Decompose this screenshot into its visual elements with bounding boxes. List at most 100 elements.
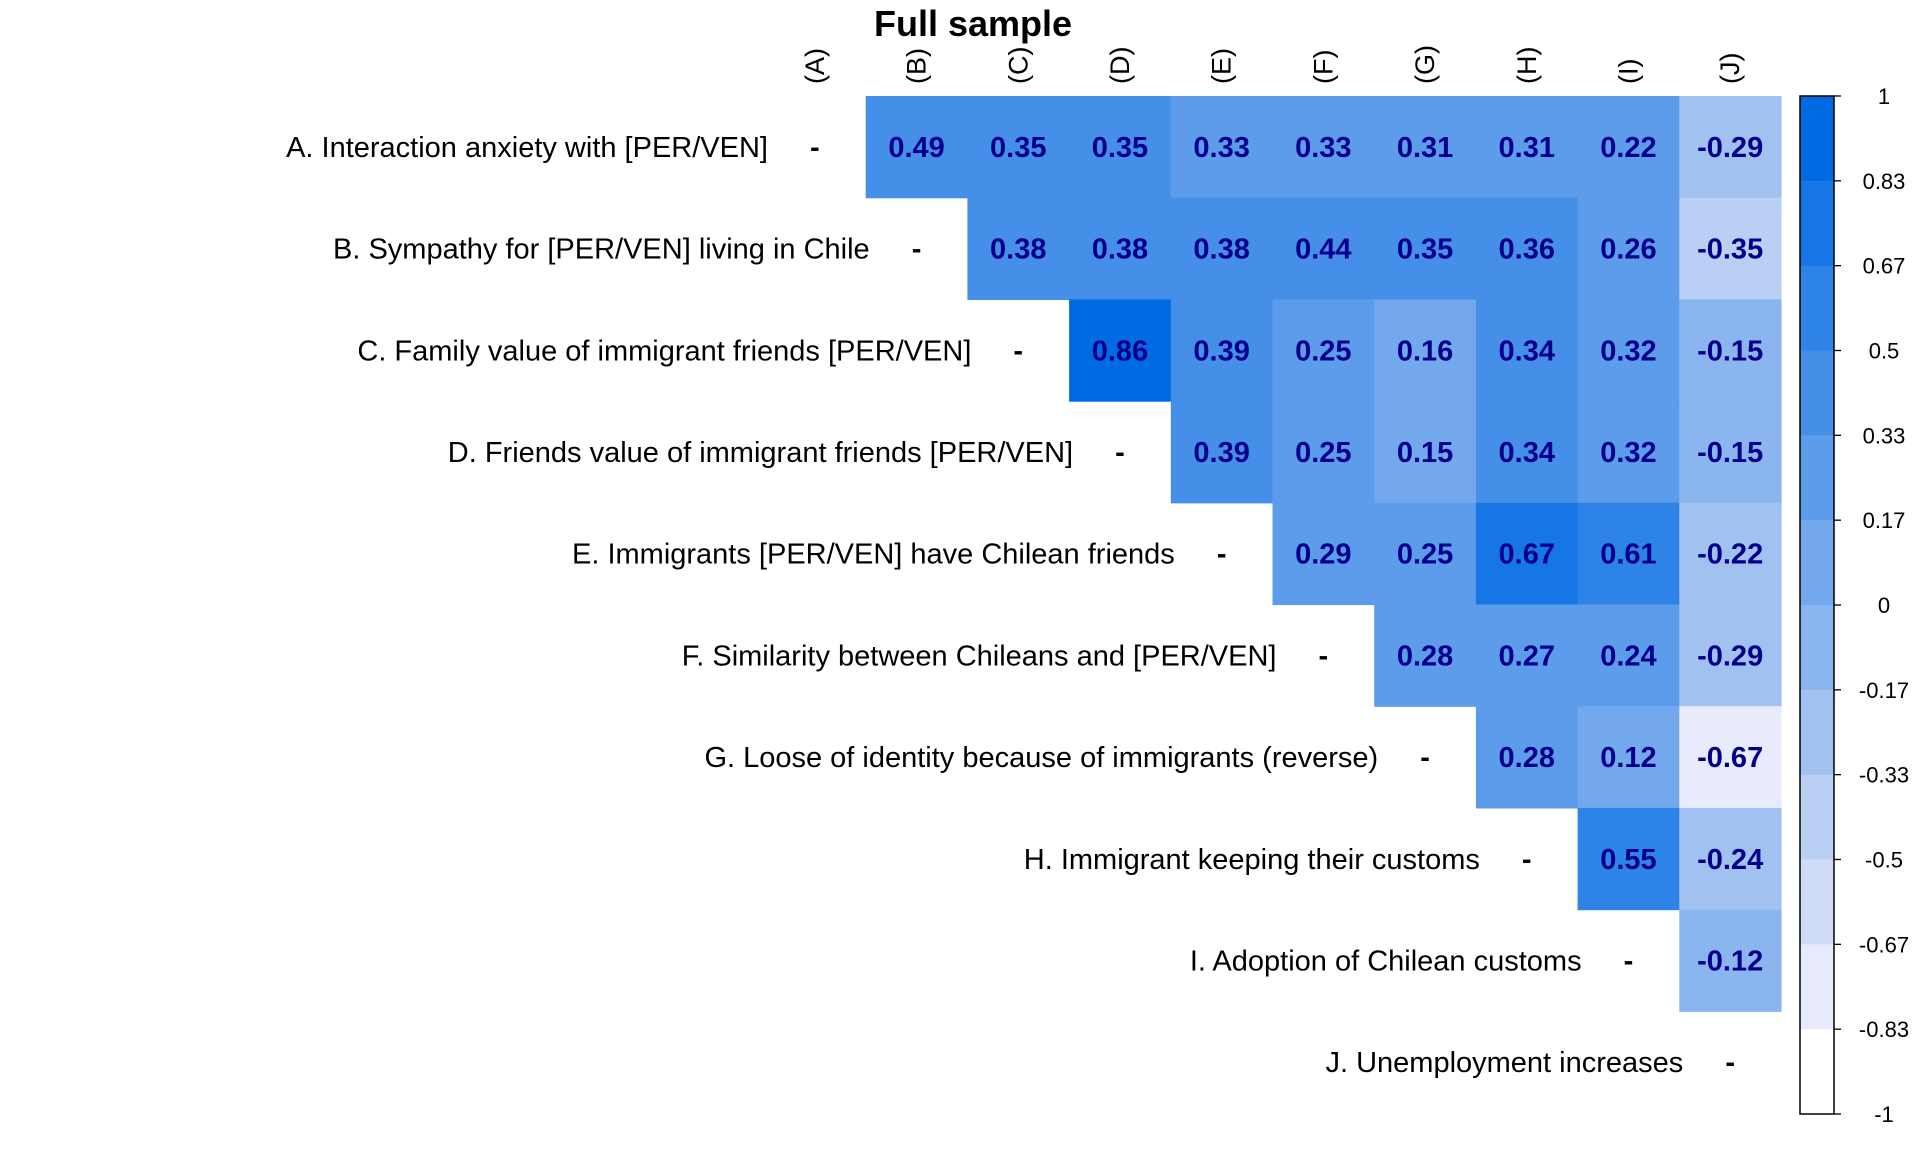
cell-value-label: -0.15 (1697, 335, 1763, 367)
heatmap-cell (1577, 807, 1680, 911)
heatmap-cell (1679, 299, 1782, 402)
cell-value-label: -0.15 (1697, 437, 1763, 469)
heatmap-cell (1170, 401, 1274, 504)
heatmap-cell (1069, 299, 1172, 402)
legend-tick-label: -0.67 (1859, 932, 1909, 957)
heatmap-cell (1679, 197, 1782, 300)
cell-value-label: 0.35 (1397, 234, 1453, 266)
cell-value-label: -0.35 (1697, 234, 1763, 266)
diagonal-marker: - (1420, 742, 1430, 774)
heatmap-cell (1170, 299, 1274, 402)
heatmap-cell (1475, 706, 1579, 809)
heatmap-cell (1272, 401, 1375, 504)
heatmap-cell (1069, 96, 1172, 199)
heatmap-cell (1475, 502, 1579, 606)
column-label: (C) (1003, 47, 1033, 84)
row-label: C. Family value of immigrant friends [PE… (357, 335, 971, 367)
cell-value-label: 0.28 (1397, 640, 1453, 672)
legend-tick-label: 0.17 (1863, 508, 1906, 533)
heatmap-cell (1475, 604, 1579, 707)
column-label: (H) (1512, 47, 1542, 84)
diagonal-marker: - (1319, 640, 1329, 672)
column-label: (G) (1410, 45, 1440, 84)
diagonal-marker: - (1624, 945, 1634, 977)
cell-value-label: 0.33 (1193, 132, 1249, 164)
legend-tick-label: 0.5 (1869, 339, 1900, 364)
cell-value-label: 0.35 (990, 132, 1046, 164)
legend-swatch (1800, 689, 1834, 776)
heatmap-cell (1069, 197, 1172, 300)
heatmap-cells: -0.49 0.35 0.35 0.33 0.33 0.31 0.31 0.22 -0.29- 0… (810, 96, 1782, 1079)
row-label: E. Immigrants [PER/VEN] have Chilean fri… (572, 539, 1175, 571)
heatmap-cell (1475, 299, 1579, 402)
heatmap-cell (1475, 401, 1579, 504)
row-label: I. Adoption of Chilean customs (1190, 945, 1582, 977)
legend-swatch (1800, 265, 1834, 352)
heatmap-cell (865, 96, 968, 199)
cell-value-label: 0.12 (1600, 742, 1656, 774)
heatmap-cell (1679, 604, 1782, 707)
row-label: F. Similarity between Chileans and [PER/… (682, 640, 1277, 672)
heatmap-cell (1679, 502, 1782, 606)
heatmap-cell (1577, 604, 1680, 707)
heatmap-cell (1374, 197, 1477, 300)
cell-value-label: 0.31 (1499, 132, 1555, 164)
row-label: B. Sympathy for [PER/VEN] living in Chil… (333, 234, 870, 266)
legend-tick-label: 0.83 (1863, 169, 1906, 194)
heatmap-cell (967, 197, 1070, 300)
heatmap-cell (1374, 502, 1477, 606)
heatmap-cell (1577, 96, 1680, 199)
heatmap-cell (1577, 299, 1680, 402)
column-label: (B) (902, 48, 932, 84)
cell-value-label: 0.28 (1499, 742, 1555, 774)
cell-value-label: -0.29 (1697, 132, 1763, 164)
column-label: (E) (1207, 48, 1237, 84)
diagonal-marker: - (1522, 844, 1532, 876)
heatmap-cell (1374, 299, 1477, 402)
chart-title: Full sample (874, 3, 1072, 44)
heatmap-cell (1475, 96, 1579, 199)
heatmap-cell (1679, 807, 1782, 911)
cell-value-label: 0.61 (1600, 539, 1656, 571)
legend-tick-label: 0.33 (1863, 423, 1906, 448)
heatmap-cell (1272, 502, 1375, 606)
legend-tick-label: 1 (1878, 84, 1890, 109)
heatmap-cell (1679, 909, 1782, 1012)
heatmap-cell (1374, 96, 1477, 199)
cell-value-label: 0.86 (1092, 335, 1148, 367)
legend-swatch (1800, 180, 1834, 267)
color-legend: 1 0.83 0.67 0.5 0.33 0.17 0 -0.17 -0.33 -0.5 -0.67… (1799, 84, 1909, 1127)
diagonal-marker: - (1217, 539, 1227, 571)
heatmap-cell (1374, 401, 1477, 504)
cell-value-label: 0.32 (1600, 335, 1656, 367)
legend-swatch (1800, 944, 1834, 1030)
heatmap-cell (1475, 197, 1579, 300)
column-labels: (A) (B) (C) (D) (E) (F) (G) (H) (I) (J) (800, 45, 1745, 84)
cell-value-label: 0.38 (1092, 234, 1148, 266)
legend-swatch (1800, 350, 1834, 436)
cell-value-label: -0.24 (1697, 844, 1763, 876)
legend-swatch (1800, 859, 1834, 945)
cell-value-label: -0.22 (1697, 539, 1763, 571)
legend-swatch (1800, 435, 1834, 521)
cell-value-label: 0.39 (1193, 335, 1249, 367)
diagonal-marker: - (912, 234, 922, 266)
cell-value-label: 0.34 (1499, 335, 1555, 367)
cell-value-label: 0.49 (888, 132, 944, 164)
legend-swatch (1800, 1029, 1834, 1115)
heatmap-cell (1577, 502, 1680, 606)
heatmap-cell (1170, 197, 1274, 300)
heatmap-cell (1272, 299, 1375, 402)
cell-value-label: 0.33 (1295, 132, 1351, 164)
legend-swatch (1800, 520, 1834, 606)
cell-value-label: 0.67 (1499, 539, 1555, 571)
cell-value-label: 0.16 (1397, 335, 1453, 367)
column-label: (D) (1105, 47, 1135, 84)
cell-value-label: 0.25 (1295, 437, 1351, 469)
cell-value-label: 0.36 (1499, 234, 1555, 266)
diagonal-marker: - (810, 132, 820, 164)
cell-value-label: 0.39 (1193, 437, 1249, 469)
heatmap-cell (1679, 401, 1782, 504)
cell-value-label: 0.26 (1600, 234, 1656, 266)
heatmap-cell (1577, 197, 1680, 300)
